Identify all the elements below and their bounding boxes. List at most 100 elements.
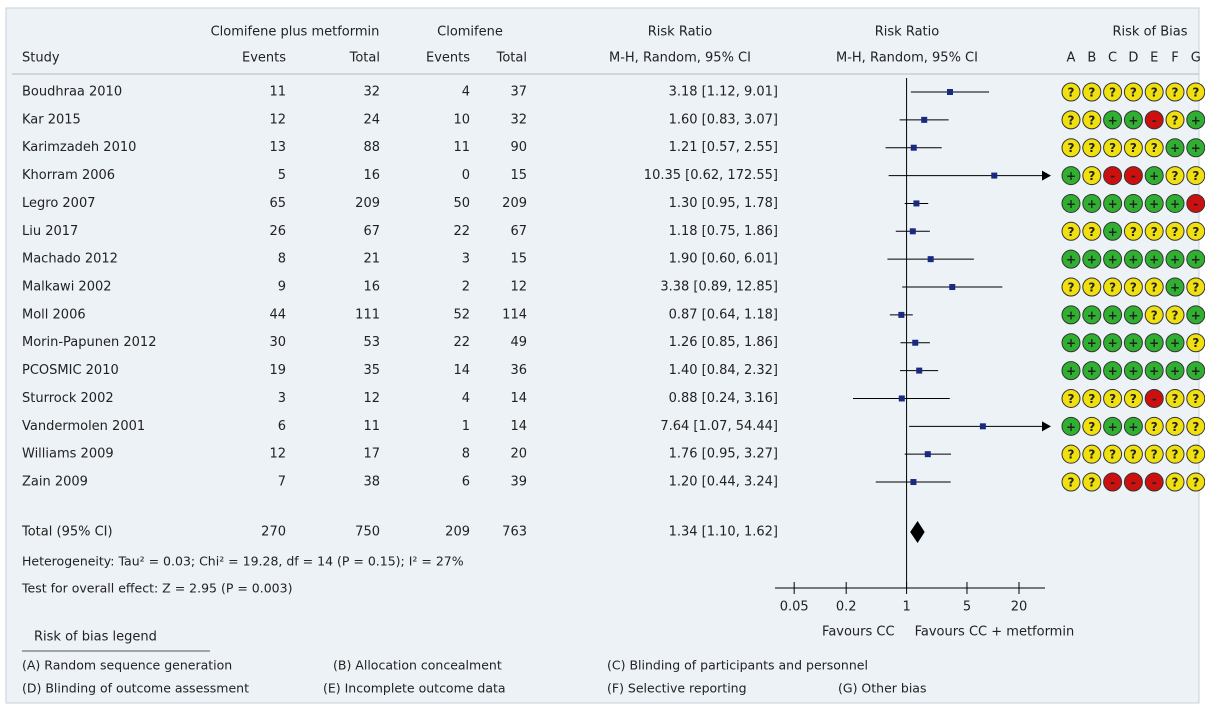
rob-symbol: - <box>1152 392 1157 406</box>
events-ctrl: 3 <box>462 252 470 267</box>
rob-symbol: ? <box>1192 281 1199 295</box>
events-ctrl: 52 <box>453 307 470 322</box>
rob-symbol: + <box>1170 281 1180 295</box>
total-ctrl: 15 <box>510 168 527 183</box>
rob-symbol: ? <box>1068 448 1075 462</box>
ci-label: 1.30 [0.95, 1.78] <box>669 196 778 211</box>
rob-legend-item: (C) Blinding of participants and personn… <box>607 658 868 673</box>
rob-symbol: + <box>1066 197 1076 211</box>
rob-symbol: + <box>1170 141 1180 155</box>
rob-symbol: ? <box>1151 141 1158 155</box>
study-name: Khorram 2006 <box>22 168 115 183</box>
total-total-exp: 750 <box>355 525 380 540</box>
rob-circle <box>1165 333 1185 353</box>
rob-symbol: ? <box>1172 420 1179 434</box>
rob-symbol: ? <box>1192 225 1199 239</box>
rob-symbol: ? <box>1088 420 1095 434</box>
rob-circle <box>1103 472 1123 492</box>
rob-symbol: + <box>1087 364 1097 378</box>
group-header: Risk Ratio <box>875 25 940 40</box>
rob-symbol: ? <box>1192 448 1199 462</box>
rob-symbol: ? <box>1151 86 1158 100</box>
rob-circle <box>1123 193 1143 213</box>
background <box>5 7 1200 704</box>
total-exp: 11 <box>363 419 380 434</box>
rob-symbol: ? <box>1151 308 1158 322</box>
rob-circle <box>1165 361 1185 381</box>
rob-symbol: + <box>1108 308 1118 322</box>
rob-circle <box>1103 193 1123 213</box>
ci-label: 1.20 [0.44, 3.24] <box>669 475 778 490</box>
rob-symbol: + <box>1087 197 1097 211</box>
ci-label: 1.18 [0.75, 1.86] <box>669 224 778 239</box>
column-header: M-H, Random, 95% CI <box>609 51 751 66</box>
rob-symbol: + <box>1149 169 1159 183</box>
rob-symbol: + <box>1128 420 1138 434</box>
rob-circle <box>1165 249 1185 269</box>
rob-symbol: + <box>1066 308 1076 322</box>
rob-symbol: + <box>1066 336 1076 350</box>
total-label: Total (95% CI) <box>21 525 113 540</box>
rob-symbol: + <box>1108 197 1118 211</box>
rob-symbol: ? <box>1088 86 1095 100</box>
events-exp: 12 <box>269 447 286 462</box>
rob-symbol: ? <box>1192 86 1199 100</box>
total-exp: 21 <box>363 252 380 267</box>
column-header: Events <box>426 51 470 66</box>
events-ctrl: 4 <box>462 391 470 406</box>
rob-circle <box>1123 110 1143 130</box>
study-name: Boudhraa 2010 <box>22 85 122 100</box>
rob-symbol: + <box>1128 308 1138 322</box>
rob-domain-header: C <box>1108 51 1117 66</box>
x-tick-label: 20 <box>1011 600 1028 615</box>
rob-symbol: ? <box>1088 169 1095 183</box>
point-estimate <box>910 144 917 151</box>
rob-circle <box>1061 305 1081 325</box>
rob-circle <box>1103 110 1123 130</box>
events-ctrl: 10 <box>453 112 470 127</box>
study-name: PCOSMIC 2010 <box>22 363 119 378</box>
rob-circle <box>1123 138 1143 158</box>
ci-arrow <box>1042 170 1051 181</box>
rob-symbol: ? <box>1068 281 1075 295</box>
rob-symbol: ? <box>1172 113 1179 127</box>
rob-circle <box>1082 416 1102 436</box>
rob-legend-title: Risk of bias legend <box>34 630 157 645</box>
rob-symbol: + <box>1170 364 1180 378</box>
rob-circle <box>1103 221 1123 241</box>
rob-circle <box>1165 138 1185 158</box>
ci-label: 1.76 [0.95, 3.27] <box>669 447 778 462</box>
ci-label: 0.87 [0.64, 1.18] <box>669 307 778 322</box>
total-ci-label: 1.34 [1.10, 1.62] <box>669 525 778 540</box>
rob-circle <box>1082 110 1102 130</box>
rob-circle <box>1144 82 1164 102</box>
rob-circle <box>1103 82 1123 102</box>
rob-legend-item: (D) Blinding of outcome assessment <box>22 681 249 696</box>
rob-circle <box>1061 221 1081 241</box>
rob-symbol: ? <box>1192 392 1199 406</box>
total-exp: 53 <box>363 335 380 350</box>
group-header: Risk of Bias <box>1112 25 1187 40</box>
study-name: Kar 2015 <box>22 112 81 127</box>
rob-circle <box>1061 416 1081 436</box>
events-ctrl: 14 <box>453 363 470 378</box>
ci-label: 3.18 [1.12, 9.01] <box>669 85 778 100</box>
rob-circle <box>1103 333 1123 353</box>
column-header: Total <box>349 51 380 66</box>
rob-symbol: + <box>1170 336 1180 350</box>
events-exp: 8 <box>278 252 286 267</box>
rob-circle <box>1061 138 1081 158</box>
events-ctrl: 4 <box>462 85 470 100</box>
total-exp: 209 <box>355 196 380 211</box>
rob-symbol: ? <box>1088 113 1095 127</box>
events-ctrl: 2 <box>462 280 470 295</box>
total-exp: 24 <box>363 112 380 127</box>
total-ctrl: 49 <box>510 335 527 350</box>
rob-circle <box>1061 388 1081 408</box>
rob-circle <box>1061 361 1081 381</box>
rob-circle <box>1123 388 1143 408</box>
rob-symbol: ? <box>1068 86 1075 100</box>
ci-arrow <box>1042 421 1051 432</box>
rob-circle <box>1144 416 1164 436</box>
rob-symbol: + <box>1108 420 1118 434</box>
